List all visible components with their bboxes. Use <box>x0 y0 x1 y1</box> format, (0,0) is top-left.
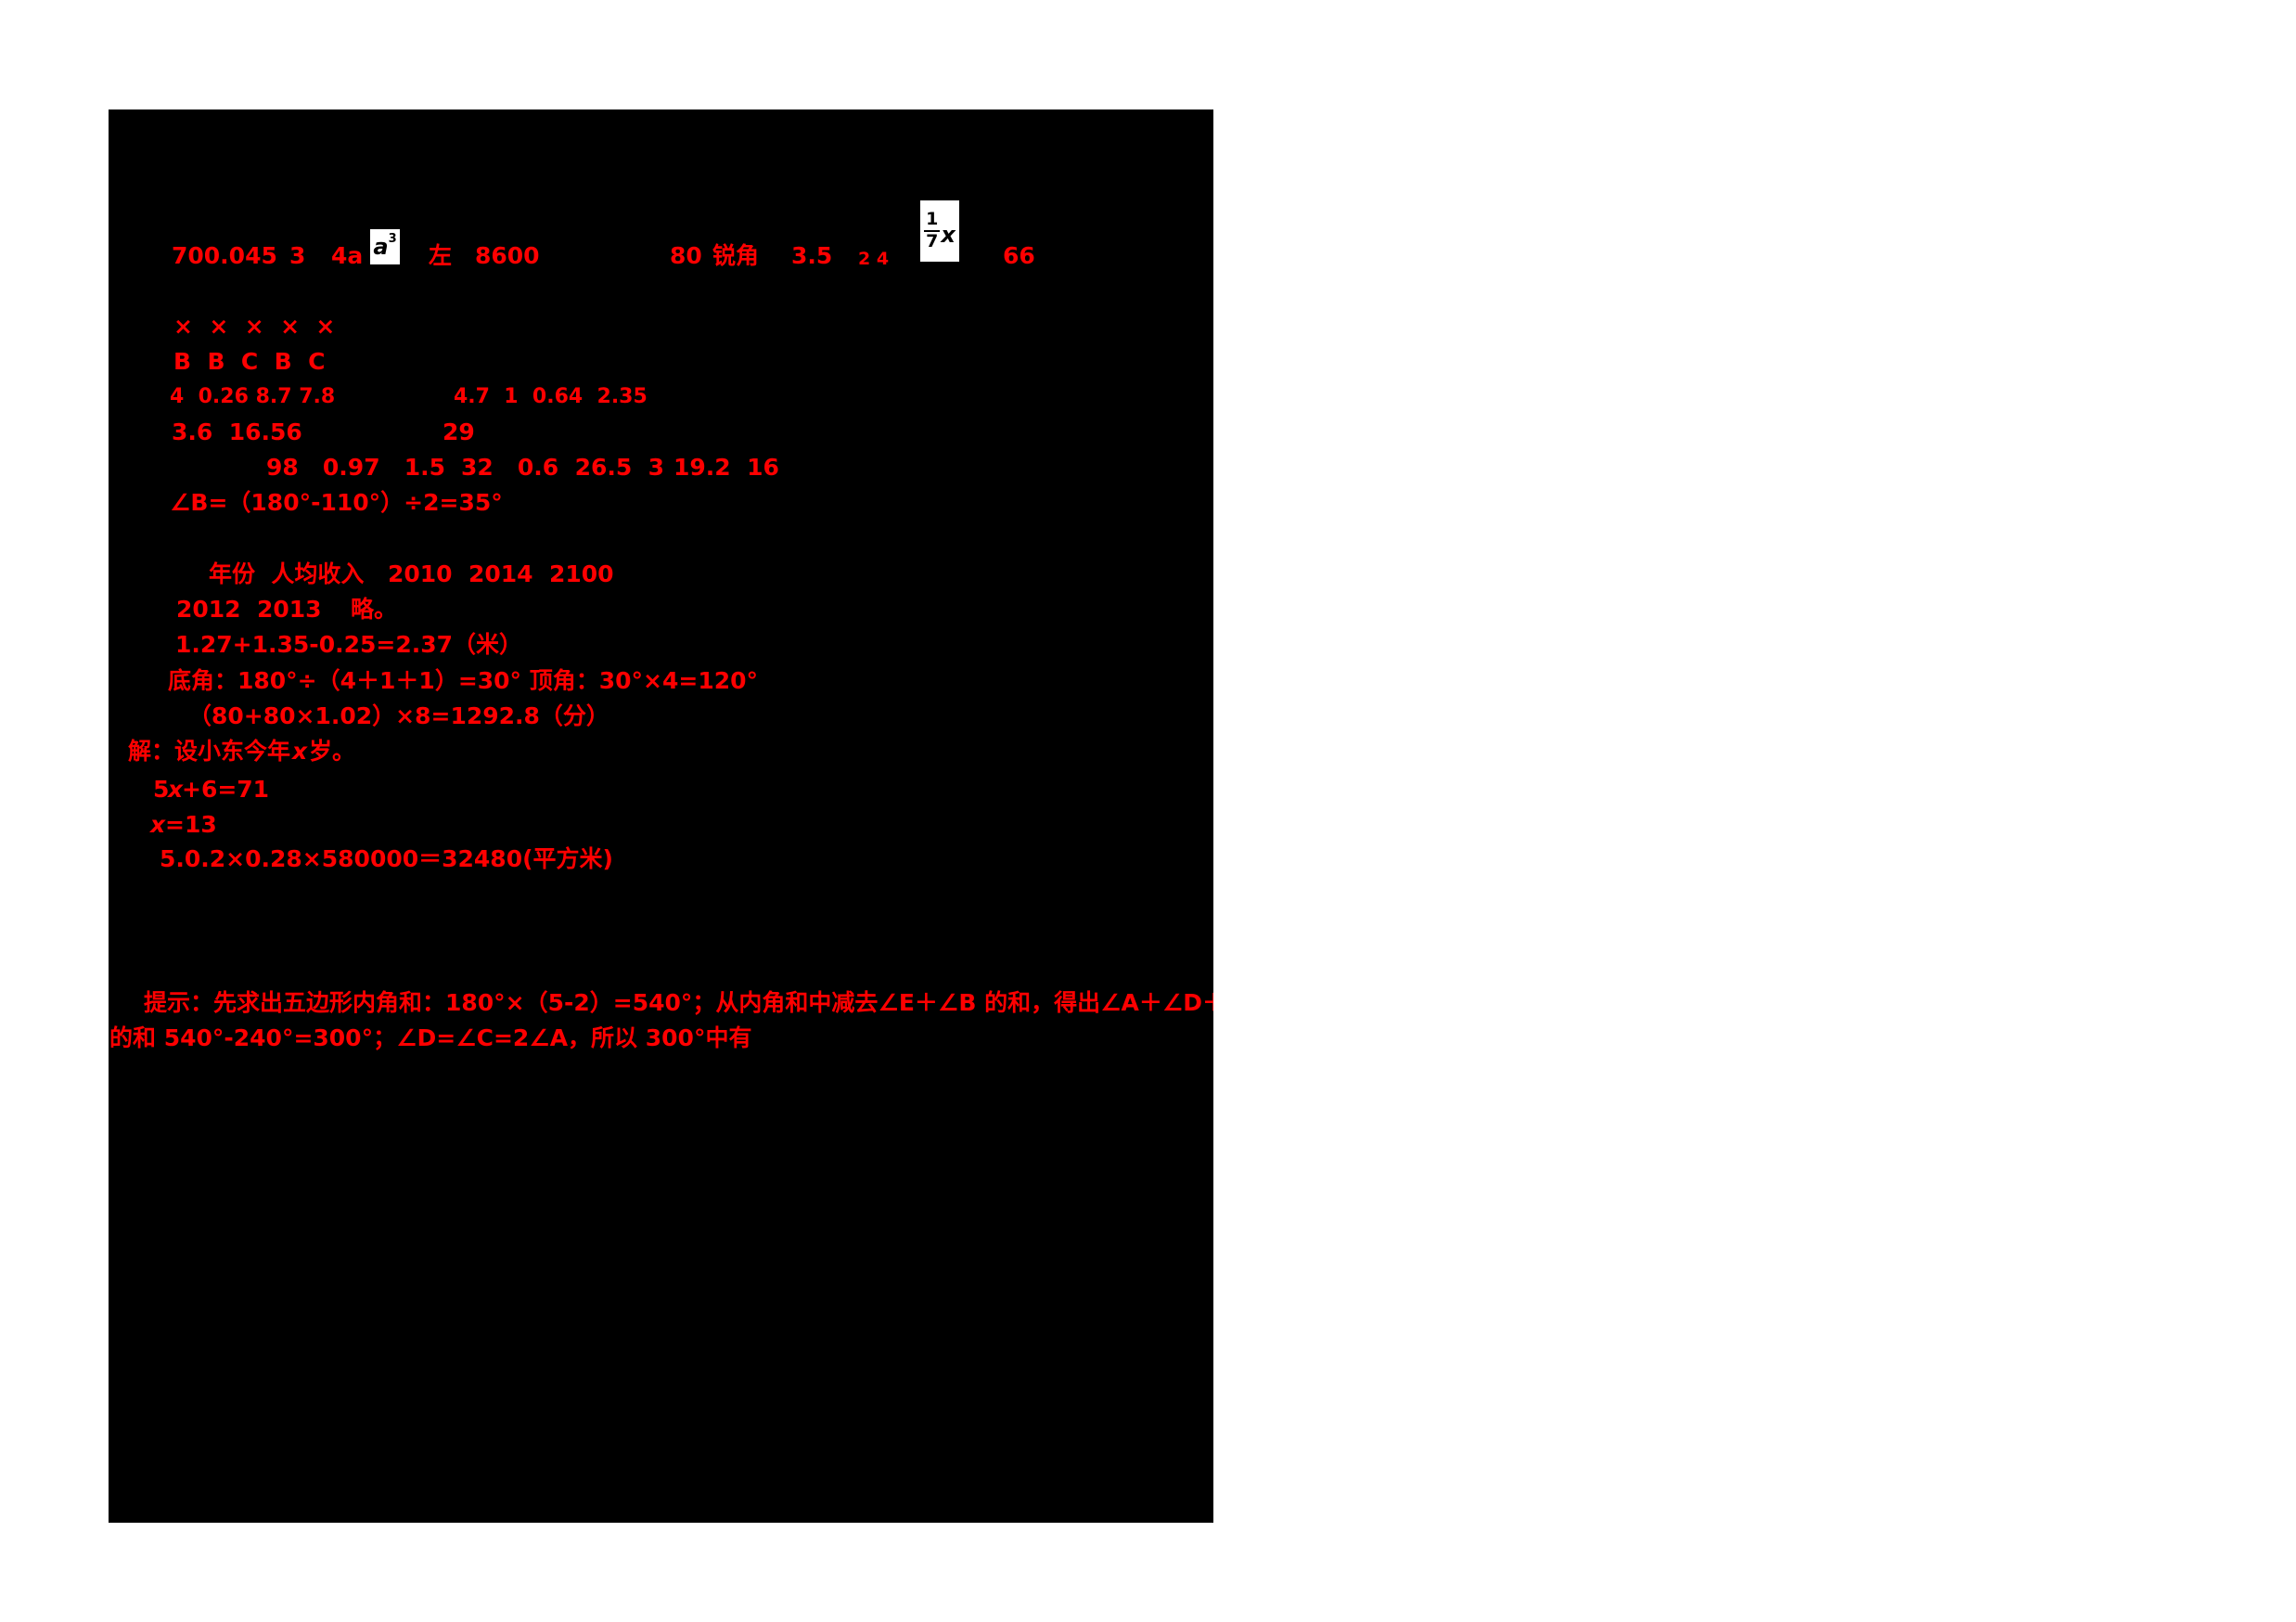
text-segment: 19.2 16 <box>673 454 779 481</box>
text-segment: 80 <box>670 242 702 269</box>
fraction-variable: x <box>941 222 956 248</box>
true-false-answers: × × × × × <box>109 313 1213 346</box>
text-segment: 700.045 <box>172 242 277 269</box>
chart-answer-line-1: 年份 人均收入 2010 2014 2100 <box>109 560 1213 594</box>
equation-setup: 解：设小东今年 x 岁。 <box>109 738 1213 771</box>
text-segment: 2 4 <box>858 249 890 269</box>
text-segment: 底角：180°÷（4＋1＋1）=30° 顶角：30°×4=120° <box>168 667 759 694</box>
calculation-answers-1: 4 0.26 8.7 7.8 4.7 1 0.64 2.35 <box>109 385 1213 418</box>
equation-step-1: 5 x +6=71 <box>109 776 1213 809</box>
exponent-base: a <box>373 234 389 260</box>
chart-answer-line-2: 2012 2013 略。 <box>109 596 1213 629</box>
text-segment: 岁。 <box>309 738 356 765</box>
text-segment: ∠B=（180°-110°）÷2=35° <box>170 489 503 516</box>
text-segment: 29 <box>443 418 475 445</box>
text-segment: （80+80×1.02）×8=1292.8（分） <box>188 702 609 729</box>
calculation-answers-2: 3.6 16.56 29 <box>109 418 1213 452</box>
text-segment: 5.0.2×0.28×580000＝32480(平方米) <box>160 845 613 872</box>
fraction-box: 1 7 x <box>920 200 959 262</box>
text-segment: 3.6 16.56 <box>172 418 302 445</box>
hint-line-1: 提示：先求出五边形内角和：180°×（5-2）=540°；从内角和中减去∠E＋∠… <box>109 989 1213 1023</box>
text-segment: 解：设小东今年 <box>128 738 291 765</box>
text-segment: 2012 2013 <box>176 596 322 623</box>
fill-in-blank-answers: 700.045 3 4a 左 8600 80 锐角 3.5 2 4 66 <box>109 242 1213 276</box>
hint-line-2: 的和 540°-240°=300°；∠D=∠C=2∠A，所以 300°中有 <box>109 1024 1213 1058</box>
area-answer: 5.0.2×0.28×580000＝32480(平方米) <box>109 845 1213 879</box>
text-segment: × × × × × <box>173 313 336 340</box>
money-answer: （80+80×1.02）×8=1292.8（分） <box>109 702 1213 736</box>
text-segment: 略。 <box>351 596 398 623</box>
text-segment: 66 <box>1003 242 1035 269</box>
text-segment: 锐角 <box>712 242 760 269</box>
text-segment: 3.5 <box>791 242 833 269</box>
text-segment: 年份 人均收入 <box>209 560 365 587</box>
text-segment: 1.27+1.35-0.25=2.37（米） <box>175 631 522 658</box>
text-segment: 左 <box>429 242 453 269</box>
text-segment: 3 <box>289 242 306 269</box>
fraction: 1 7 <box>924 209 941 252</box>
fraction-numerator: 1 <box>926 209 939 230</box>
text-segment: x <box>150 811 166 838</box>
multiple-choice-answers: B B C B C <box>109 348 1213 381</box>
text-segment: 的和 540°-240°=300°；∠D=∠C=2∠A，所以 300°中有 <box>109 1024 752 1051</box>
text-segment: x <box>292 738 308 765</box>
text-segment: 4.7 1 0.64 2.35 <box>454 385 648 408</box>
text-segment: 2100 <box>549 560 614 587</box>
text-segment: 2010 2014 <box>388 560 533 587</box>
text-segment: 4 0.26 8.7 7.8 <box>170 385 336 408</box>
height-sum-answer: 1.27+1.35-0.25=2.37（米） <box>109 631 1213 664</box>
text-segment: B B C B C <box>173 348 326 375</box>
exponent-superscript: 3 <box>388 231 397 246</box>
text-segment: +6=71 <box>182 776 270 803</box>
triangle-angle-answer: ∠B=（180°-110°）÷2=35° <box>109 489 1213 522</box>
text-segment: 4a <box>331 242 364 269</box>
text-segment: 8600 <box>475 242 540 269</box>
text-segment: 提示：先求出五边形内角和：180°×（5-2）=540°；从内角和中减去∠E＋∠… <box>144 989 1213 1016</box>
isosceles-angle-answer: 底角：180°÷（4＋1＋1）=30° 顶角：30°×4=120° <box>109 667 1213 701</box>
equation-step-2: x =13 <box>109 811 1213 844</box>
text-segment: 32 0.6 26.5 3 <box>461 454 665 481</box>
text-segment: x <box>168 776 184 803</box>
fraction-denominator: 7 <box>924 230 941 251</box>
text-segment: =13 <box>165 811 217 838</box>
text-segment: 5 <box>153 776 170 803</box>
calculation-answers-3: 98 0.97 1.5 32 0.6 26.5 3 19.2 16 <box>109 454 1213 487</box>
text-segment: 98 0.97 1.5 <box>266 454 445 481</box>
